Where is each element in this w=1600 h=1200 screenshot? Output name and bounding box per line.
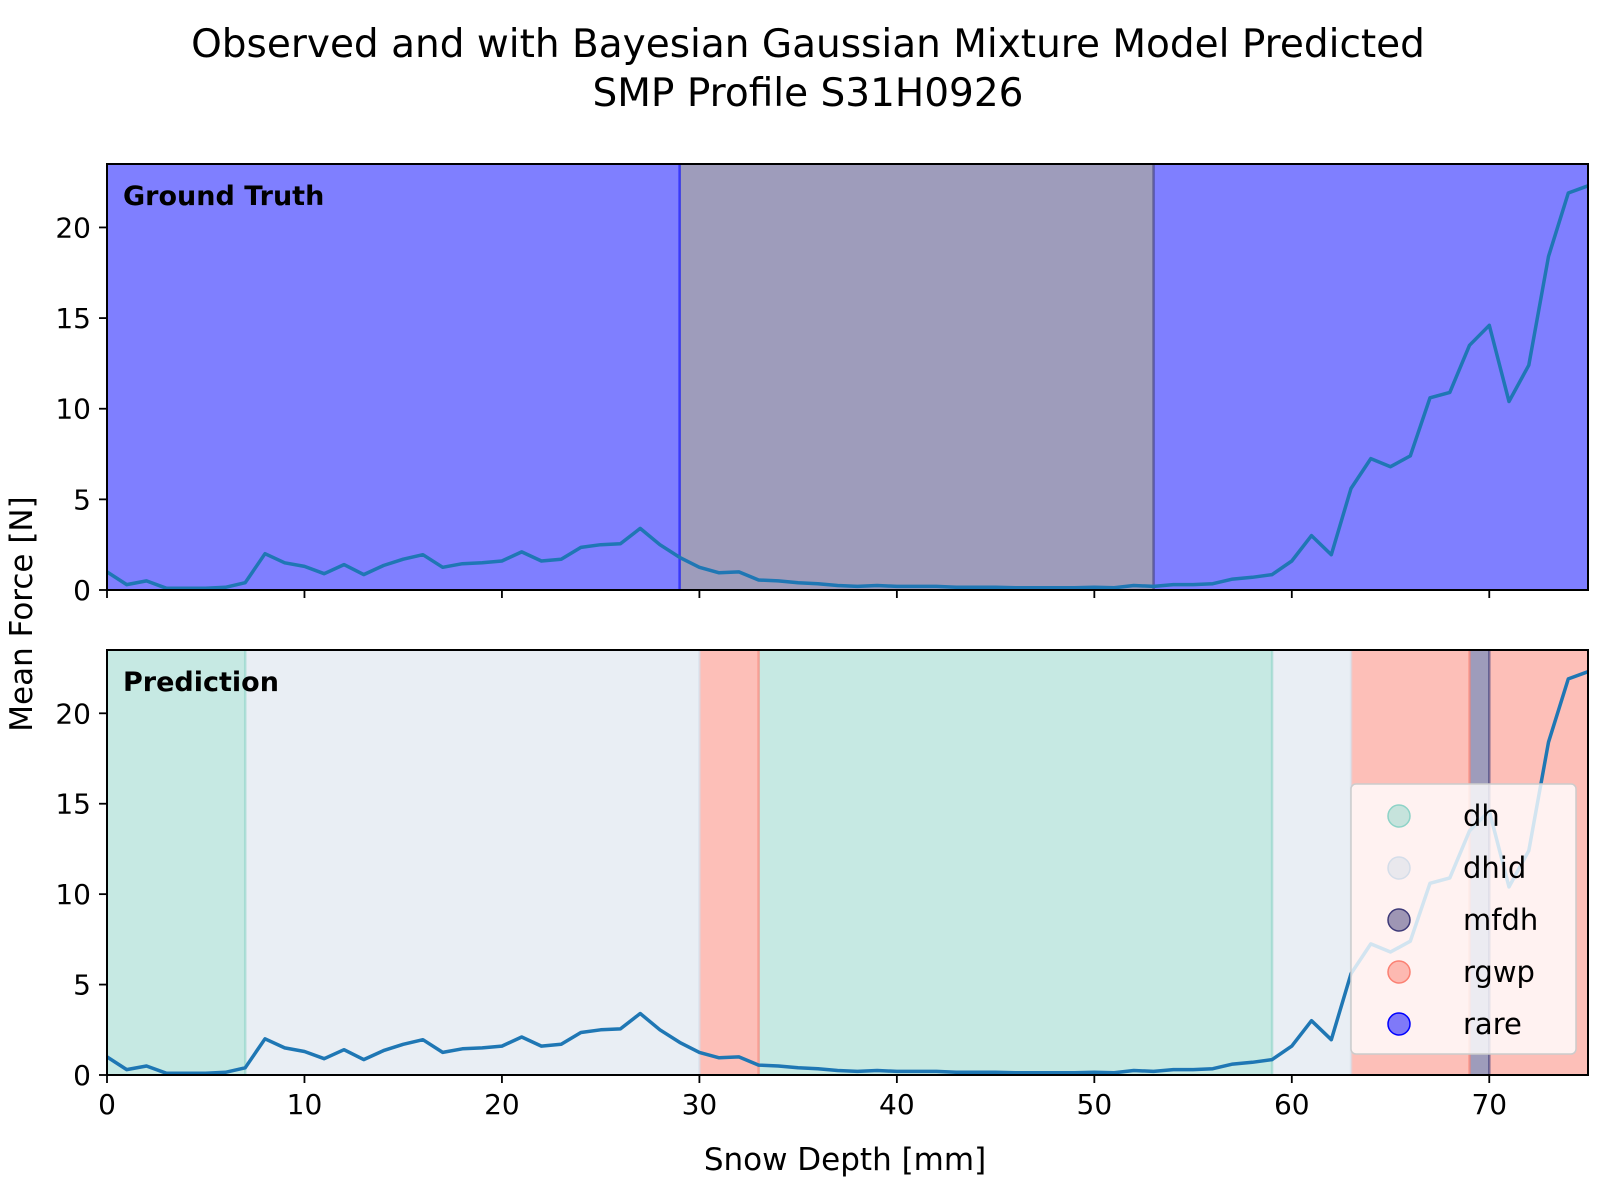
x-tick-label: 60 [1274, 1088, 1310, 1121]
y-axis-label: Mean Force [N] [4, 496, 40, 731]
legend-label-rare: rare [1463, 1007, 1522, 1041]
y-tick-label: 15 [55, 302, 91, 335]
segment-dhid [1272, 650, 1352, 1075]
legend-marker-rare [1387, 1012, 1411, 1036]
plot-frame [106, 649, 1589, 1076]
y-tick-label: 20 [55, 697, 91, 730]
legend-label-dhid: dhid [1463, 851, 1526, 885]
x-tick-label: 10 [287, 1088, 323, 1121]
x-tick-label: 40 [879, 1088, 915, 1121]
segment-dhid [245, 650, 700, 1075]
segment-mfdh [679, 164, 1154, 590]
x-tick-label: 50 [1077, 1088, 1113, 1121]
mean-force-line [106, 184, 1589, 590]
segment-rgwp [699, 650, 759, 1075]
legend-label-mfdh: mfdh [1463, 903, 1538, 937]
y-tick-label: 10 [55, 878, 91, 911]
y-tick-label: 0 [73, 1059, 91, 1092]
segment-rare [107, 164, 680, 590]
mean-force-line [106, 670, 1589, 1075]
legend-label-dh: dh [1463, 799, 1500, 833]
legend-marker-dh [1387, 804, 1411, 828]
panel-label: Prediction [123, 667, 279, 698]
plot-frame [106, 163, 1589, 591]
legend-marker-dhid [1387, 856, 1411, 880]
legend-box [1350, 783, 1577, 1055]
y-tick-label: 15 [55, 788, 91, 821]
x-tick-label: 20 [484, 1088, 520, 1121]
y-tick-label: 0 [73, 574, 91, 607]
legend-label-rgwp: rgwp [1463, 955, 1535, 989]
panel-label: Ground Truth [123, 181, 324, 212]
y-tick-label: 5 [73, 969, 91, 1002]
segment-dh [758, 650, 1273, 1075]
x-tick-label: 70 [1471, 1088, 1507, 1121]
chart-title-line1: Observed and with Bayesian Gaussian Mixt… [191, 22, 1425, 67]
legend: dh dhid mfdh rgwp rare [1350, 783, 1577, 1055]
y-tick-label: 20 [55, 211, 91, 244]
segment-dh [107, 650, 246, 1075]
y-tick-label: 5 [73, 483, 91, 516]
chart-title-line2: SMP Profile S31H0926 [593, 71, 1024, 116]
ground-truth-panel: 0 5 10 15 20 Ground Truth [55, 163, 1589, 607]
legend-marker-mfdh [1387, 908, 1411, 932]
x-tick-label: 0 [98, 1088, 116, 1121]
x-axis-label: Snow Depth [mm] [704, 1142, 986, 1178]
x-tick-label: 30 [682, 1088, 718, 1121]
segment-rare [1153, 164, 1588, 590]
y-tick-label: 10 [55, 393, 91, 426]
legend-marker-rgwp [1387, 960, 1411, 984]
